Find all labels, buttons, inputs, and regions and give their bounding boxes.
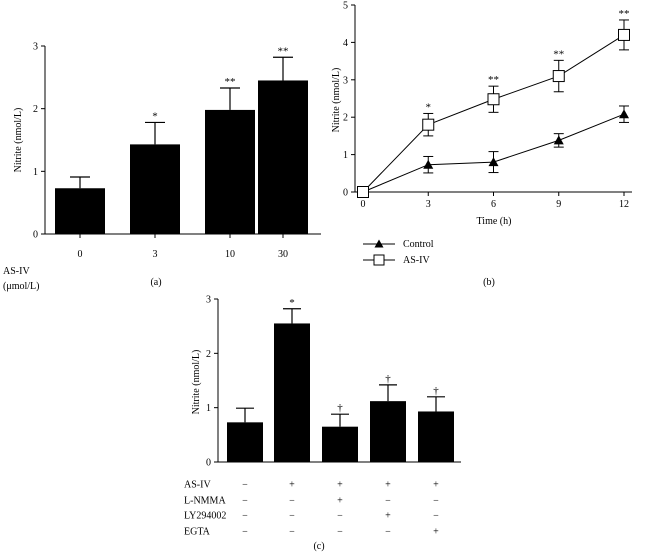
panel-b-label: (b) [483,277,495,288]
panel-c-bar [322,426,358,462]
panel-c-y-tick-label: 0 [206,458,211,469]
panel-c-significance-mark: † [337,402,343,414]
panel-a-x-tick-label: 0 [78,249,83,260]
panel-c-treatment-mark: − [242,480,248,491]
panel-c-treatment-mark: − [337,511,343,522]
panel-b-asiv-point [618,28,630,41]
panel-a-bar [130,144,180,234]
panel-b-y-tick-label: 4 [343,38,348,49]
panel-c-treatment-mark: − [289,496,295,507]
panel-b-control-point [553,135,564,145]
panel-c-y-axis-label: Nitrite (nmol/L) [191,350,202,415]
panel-c-treatment-mark: − [433,496,439,507]
panel-b-control-point [423,159,434,169]
panel-c: Nitrite (nmol/L) (c) 0 1 2 3 * † † † AS-IV − + + + + L… [184,295,461,552]
panel-a-label: (a) [150,277,161,288]
panel-a-y-axis-label: Nitrite (nmol/L) [13,108,24,173]
panel-b-y-axis-label: Nitrite (nmol/L) [331,68,342,133]
panel-b-asiv-point [552,70,565,83]
panel-b-x-axis-label: Time (h) [477,216,512,227]
panel-b-x-tick-label: 12 [619,199,629,210]
panel-c-treatment-mark: + [337,496,343,507]
panel-b-significance-mark: ** [553,48,564,60]
panel-a-bar [205,109,255,234]
panel-c-treatment-mark: + [433,480,439,491]
panel-c-y-tick-label: 3 [206,295,211,306]
panel-c-treatment-mark: − [242,496,248,507]
panel-c-treatment-label: EGTA [184,527,211,538]
panel-a-x-tick-label: 10 [225,249,235,260]
panel-c-treatment-mark: − [242,527,248,538]
panel-c-treatment-mark: + [289,480,295,491]
panel-c-treatment-mark: + [433,527,439,538]
panel-b-significance-mark: ** [488,74,499,86]
panel-b-asiv-point [422,118,435,131]
panel-c-bar [418,411,454,462]
panel-c-bar [274,323,310,462]
panel-c-y-tick-label: 2 [206,349,211,360]
panel-a-y-tick-label: 0 [33,230,38,241]
panel-b-asiv-point [357,186,369,198]
panel-a-significance-mark: * [152,110,158,122]
panel-b-y-tick-label: 0 [343,188,348,199]
panel-a: Nitrite (nmol/L) AS-IV (μmol/L) (a) 0 1 2 3… [3,42,321,292]
panel-c-treatment-mark: + [385,511,391,522]
panel-a-x-tick-label: 3 [153,249,158,260]
panel-b-y-tick-label: 5 [343,1,348,12]
panel-c-bar [227,422,263,462]
panel-c-treatment-mark: − [385,496,391,507]
legend-asiv-square-icon [373,254,385,266]
legend-control-label: Control [403,239,434,250]
legend-asiv-label: AS-IV [403,255,430,266]
panel-b-significance-mark: ** [619,8,630,20]
panel-b-y-tick-label: 1 [343,150,348,161]
panel-c-treatment-mark: − [385,527,391,538]
panel-a-bar [258,80,308,234]
panel-c-treatment-label: LY294002 [184,511,226,522]
panel-c-label: (c) [313,541,324,552]
panel-c-y-tick-label: 1 [206,403,211,414]
panel-a-bar [55,188,105,234]
panel-b-y-tick-label: 2 [343,113,348,124]
panel-b-control-point [488,157,499,167]
panel-b-legend: Control AS-IV [363,239,434,266]
panel-c-treatment-mark: − [289,527,295,538]
panel-c-treatment-mark: − [337,527,343,538]
panel-c-treatment-label: AS-IV [184,480,211,491]
panel-b-y-tick-label: 3 [343,75,348,86]
panel-a-x-title-line-1: AS-IV [3,266,30,277]
panel-c-treatment-mark: + [385,480,391,491]
panel-b-control-point [619,109,629,119]
panel-a-y-tick-label: 1 [33,167,38,178]
panel-c-treatment-mark: − [242,511,248,522]
panel-a-x-tick-label: 30 [278,249,288,260]
panel-c-bar [370,401,406,462]
panel-c-treatment-mark: − [289,511,295,522]
panel-b: Nitrite (nmol/L) Time (h) Control AS-IV … [331,1,632,288]
panel-b-x-tick-label: 9 [556,199,561,210]
panel-b-asiv-point [487,93,500,106]
panel-a-significance-mark: ** [278,45,289,57]
panel-c-significance-mark: * [289,297,295,309]
panel-a-y-tick-label: 3 [33,42,38,53]
panel-b-significance-mark: * [426,101,432,113]
panel-b-x-tick-label: 6 [491,199,496,210]
panel-a-x-title-line-2: (μmol/L) [3,281,39,292]
panel-c-significance-mark: † [433,385,439,397]
panel-b-x-tick-label: 0 [361,199,366,210]
panel-c-significance-mark: † [385,373,391,385]
panel-a-y-tick-label: 2 [33,104,38,115]
panel-b-x-tick-label: 3 [426,199,431,210]
panel-a-significance-mark: ** [225,76,236,88]
legend-control-triangle-icon [374,239,384,248]
panel-c-treatment-label: L-NMMA [184,496,226,507]
panel-c-treatment-mark: + [337,480,343,491]
panel-c-treatment-mark: − [433,511,439,522]
